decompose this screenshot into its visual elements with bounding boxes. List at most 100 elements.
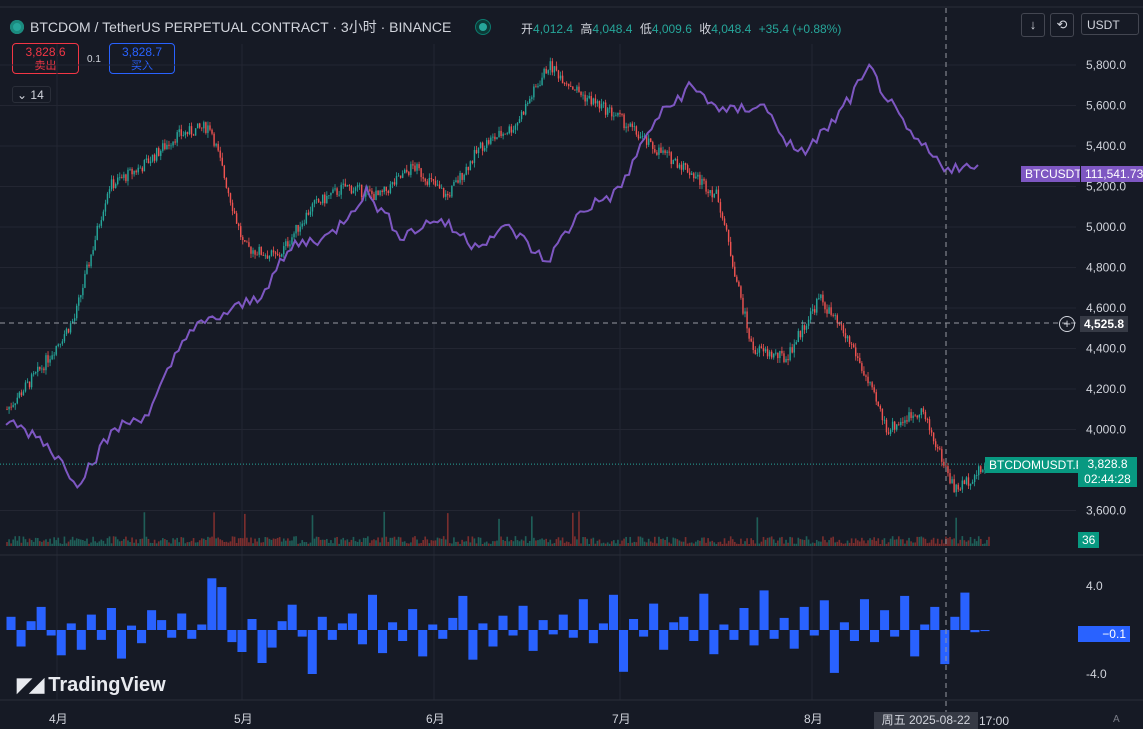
volume-bar	[96, 542, 99, 546]
candle-body	[348, 185, 351, 186]
candle-body	[674, 158, 677, 161]
candle-body	[801, 325, 804, 338]
volume-bar	[393, 536, 396, 546]
volume-bar	[381, 537, 383, 546]
candle-body	[209, 125, 211, 130]
volume-bar	[574, 536, 576, 546]
time-axis[interactable]: 4月 5月 6月 7月 8月	[49, 712, 823, 726]
oscillator-bar	[327, 630, 337, 640]
volume-bar	[731, 539, 734, 546]
volume-bar	[205, 539, 207, 546]
volume-bar	[449, 543, 451, 546]
candle-body	[112, 179, 115, 188]
symbol-title-row[interactable]: BTCDOM / TetherUS PERPETUAL CONTRACT · 3…	[10, 17, 492, 37]
volume-bar	[514, 536, 517, 546]
candle-body	[268, 255, 271, 259]
candle-body	[799, 331, 802, 338]
candle-body	[982, 469, 984, 473]
candle-body	[76, 305, 78, 319]
volume-bar	[295, 536, 297, 546]
volume-bar	[830, 537, 832, 546]
volume-bar	[207, 536, 209, 546]
symbol-title[interactable]: BTCDOM / TetherUS PERPETUAL CONTRACT · 3…	[30, 19, 452, 35]
buy-button[interactable]: 3,828.7 买入	[109, 43, 175, 74]
candle-body	[502, 133, 504, 137]
oscillator-bar	[378, 630, 388, 654]
candle-body	[855, 347, 857, 357]
candle-body	[219, 150, 221, 158]
candle-body	[262, 254, 264, 256]
oscillator-bar	[367, 594, 378, 630]
volume-bar	[309, 542, 312, 546]
candle-body	[422, 177, 424, 179]
volume-bar	[557, 537, 560, 546]
volume-bar	[20, 542, 23, 546]
volume-bar	[793, 543, 796, 546]
add-alert-icon[interactable]: +	[1059, 316, 1075, 332]
price-axis[interactable]: 5,800.0 5,600.0 5,400.0 5,200.0 5,000.0 4,800…	[1086, 58, 1126, 681]
volume-bar	[592, 537, 595, 546]
volume-bar	[500, 536, 502, 546]
candle-body	[440, 188, 443, 189]
volume-bar	[467, 536, 470, 546]
oscillator-bar	[749, 630, 759, 646]
candle-body	[106, 193, 109, 204]
volume-bar	[492, 541, 494, 546]
volume-bar	[371, 540, 373, 546]
candle-body	[877, 401, 879, 407]
candle-body	[123, 174, 125, 178]
candle-body	[418, 164, 420, 169]
candle-body	[383, 186, 385, 193]
download-button[interactable]: ↓	[1021, 13, 1045, 37]
candle-body	[10, 406, 12, 408]
volume-bar	[203, 538, 205, 546]
countdown: 02:44:28	[1084, 472, 1131, 486]
volume-bar	[754, 543, 757, 546]
volume-bar	[219, 539, 222, 546]
volume-bar	[639, 536, 642, 546]
candle-body	[358, 184, 361, 186]
volume-bar	[531, 516, 533, 546]
oscillator-bar	[608, 594, 618, 630]
oscillator-bar	[870, 630, 880, 643]
volume-bar	[346, 539, 349, 546]
candle-body	[248, 242, 250, 247]
volume-bar	[551, 543, 554, 546]
volume-bar	[861, 537, 863, 546]
volume-bar	[582, 537, 584, 546]
volume-bar	[274, 538, 277, 546]
price-tick-label: 5,800.0	[1086, 58, 1126, 72]
candle-body	[750, 338, 752, 342]
candle-body	[229, 193, 232, 203]
volume-bar	[299, 543, 301, 546]
volume-bar	[938, 543, 941, 546]
candle-body	[543, 68, 545, 78]
oscillator-bar	[227, 630, 237, 643]
indicator-toggle-button[interactable]: ⌄ 14	[12, 86, 51, 103]
volume-bar	[129, 542, 131, 546]
candle-body	[221, 157, 223, 166]
tradingview-logo[interactable]: ◤◢ TradingView	[17, 674, 166, 697]
candle-body	[947, 466, 949, 474]
sell-button[interactable]: 3,828.6 卖出	[12, 43, 79, 74]
auto-scale-icon[interactable]: A	[1113, 714, 1120, 725]
candle-body	[149, 161, 152, 164]
oscillator-bar	[86, 614, 96, 630]
volume-bar	[12, 539, 14, 546]
refresh-button[interactable]: ⟲	[1050, 13, 1074, 37]
candle-body	[78, 297, 80, 306]
oscillator-bar	[438, 630, 448, 639]
candle-body	[104, 203, 107, 212]
volume-bar	[811, 542, 814, 546]
volume-bar	[494, 541, 496, 546]
compare-line	[5, 62, 979, 490]
volume-bar	[412, 537, 414, 546]
volume-bar	[164, 539, 166, 546]
volume-bar	[385, 536, 388, 546]
volume-bar	[543, 539, 545, 546]
volume-bar	[471, 536, 474, 546]
currency-select[interactable]: USDT	[1081, 13, 1139, 35]
candle-body	[479, 142, 482, 148]
candles	[6, 57, 990, 497]
